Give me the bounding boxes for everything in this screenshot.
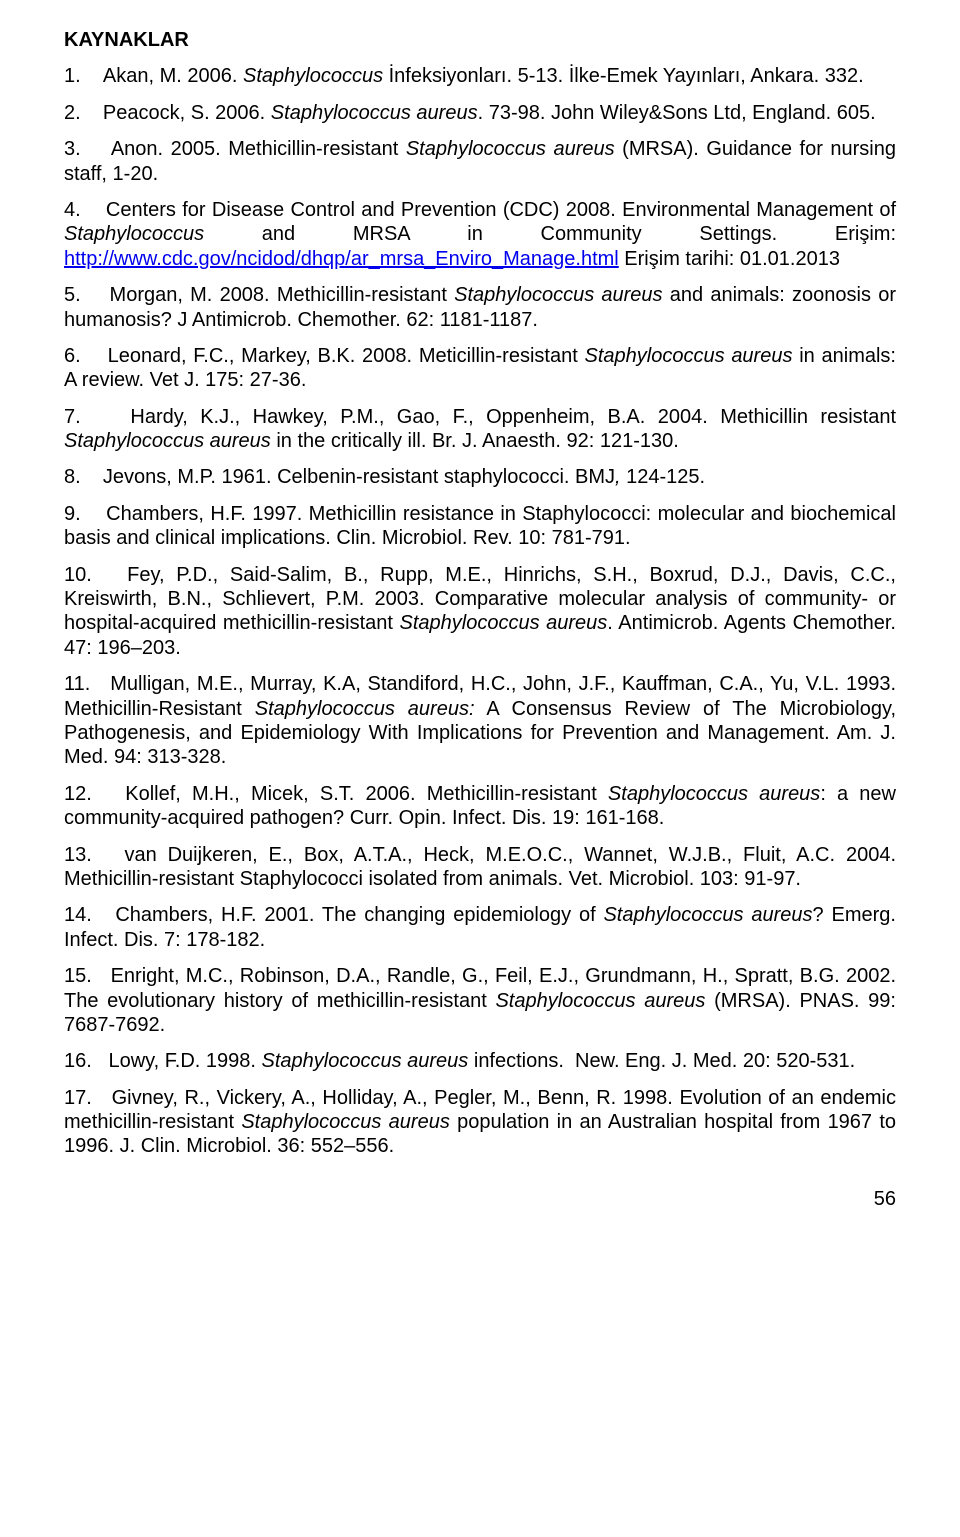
reference-17: 17. Givney, R., Vickery, A., Holliday, A… bbox=[64, 1086, 896, 1159]
ref-text: 14. Chambers, H.F. 2001. The changing ep… bbox=[64, 904, 603, 926]
ref-text: infections. New. Eng. J. Med. 20: 520-53… bbox=[468, 1050, 855, 1072]
ref-italic: Staphylococcus aureus bbox=[603, 904, 812, 926]
ref-text: 124-125. bbox=[621, 466, 706, 488]
ref-text: in the critically ill. Br. J. Anaesth. 9… bbox=[271, 430, 679, 452]
ref-text: İnfeksiyonları. 5-13. İlke-Emek Yayınlar… bbox=[383, 65, 864, 87]
ref-text: 6. Leonard, F.C., Markey, B.K. 2008. Met… bbox=[64, 345, 585, 367]
ref-italic: Staphylococcus aureus bbox=[241, 1111, 450, 1133]
ref-italic: Staphylococcus aureus bbox=[608, 783, 820, 805]
ref-italic: Staphylococcus bbox=[64, 223, 204, 245]
ref-italic: Staphylococcus aureus bbox=[262, 1050, 469, 1072]
reference-15: 15. Enright, M.C., Robinson, D.A., Randl… bbox=[64, 964, 896, 1037]
ref-text: 8. Jevons, M.P. 1961. Celbenin-resistant… bbox=[64, 466, 615, 488]
reference-link[interactable]: http://www.cdc.gov/ncidod/dhqp/ar_mrsa_E… bbox=[64, 248, 619, 270]
ref-text: Erişim tarihi: 01.01.2013 bbox=[619, 248, 840, 270]
reference-3: 3. Anon. 2005. Methicillin-resistant Sta… bbox=[64, 137, 896, 186]
reference-10: 10. Fey, P.D., Said-Salim, B., Rupp, M.E… bbox=[64, 563, 896, 661]
ref-italic: Staphylococcus aureus bbox=[495, 990, 705, 1012]
ref-italic: Staphylococcus aureus bbox=[271, 102, 478, 124]
ref-italic: Staphylococcus aureus bbox=[406, 138, 615, 160]
ref-italic: Staphylococcus aureus bbox=[64, 430, 271, 452]
reference-2: 2. Peacock, S. 2006. Staphylococcus aure… bbox=[64, 101, 896, 125]
ref-text: 2. Peacock, S. 2006. bbox=[64, 102, 271, 124]
reference-5: 5. Morgan, M. 2008. Methicillin-resistan… bbox=[64, 283, 896, 332]
reference-4: 4. Centers for Disease Control and Preve… bbox=[64, 198, 896, 271]
ref-italic: Staphylococcus bbox=[243, 65, 383, 87]
reference-11: 11. Mulligan, M.E., Murray, K.A, Standif… bbox=[64, 672, 896, 770]
ref-text: . 73-98. John Wiley&Sons Ltd, England. 6… bbox=[478, 102, 876, 124]
ref-text: and MRSA in Community Settings. Erişim: bbox=[204, 223, 896, 245]
ref-text: 13. van Duijkeren, E., Box, A.T.A., Heck… bbox=[64, 844, 896, 890]
reference-12: 12. Kollef, M.H., Micek, S.T. 2006. Meth… bbox=[64, 782, 896, 831]
reference-1: 1. Akan, M. 2006. Staphylococcus İnfeksi… bbox=[64, 64, 896, 88]
reference-14: 14. Chambers, H.F. 2001. The changing ep… bbox=[64, 903, 896, 952]
reference-8: 8. Jevons, M.P. 1961. Celbenin-resistant… bbox=[64, 465, 896, 489]
ref-text: 4. Centers for Disease Control and Preve… bbox=[64, 199, 896, 221]
reference-7: 7. Hardy, K.J., Hawkey, P.M., Gao, F., O… bbox=[64, 405, 896, 454]
ref-text: 16. Lowy, F.D. 1998. bbox=[64, 1050, 262, 1072]
ref-italic: Staphylococcus aureus: bbox=[255, 698, 475, 720]
reference-9: 9. Chambers, H.F. 1997. Methicillin resi… bbox=[64, 502, 896, 551]
references-title: KAYNAKLAR bbox=[64, 28, 896, 52]
reference-6: 6. Leonard, F.C., Markey, B.K. 2008. Met… bbox=[64, 344, 896, 393]
ref-italic: Staphylococcus aureus bbox=[399, 612, 607, 634]
ref-text: 12. Kollef, M.H., Micek, S.T. 2006. Meth… bbox=[64, 783, 608, 805]
ref-italic: Staphylococcus aureus bbox=[454, 284, 662, 306]
ref-text: 7. Hardy, K.J., Hawkey, P.M., Gao, F., O… bbox=[64, 406, 896, 428]
ref-text: 1. Akan, M. 2006. bbox=[64, 65, 243, 87]
page-number: 56 bbox=[64, 1187, 896, 1211]
ref-italic: Staphylococcus aureus bbox=[585, 345, 793, 367]
reference-16: 16. Lowy, F.D. 1998. Staphylococcus aure… bbox=[64, 1049, 896, 1073]
reference-13: 13. van Duijkeren, E., Box, A.T.A., Heck… bbox=[64, 843, 896, 892]
ref-text: 9. Chambers, H.F. 1997. Methicillin resi… bbox=[64, 503, 896, 549]
ref-text: 3. Anon. 2005. Methicillin-resistant bbox=[64, 138, 406, 160]
ref-text: 5. Morgan, M. 2008. Methicillin-resistan… bbox=[64, 284, 454, 306]
